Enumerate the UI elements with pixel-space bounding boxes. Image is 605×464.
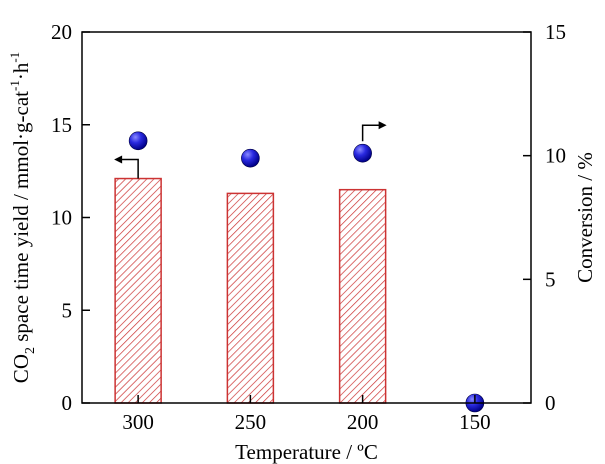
left-axis-title-part: space time yield / mmol·g-cat: [9, 91, 33, 347]
right-tick-label: 5: [545, 267, 556, 291]
arrowhead: [378, 121, 387, 130]
left-tick-label: 0: [62, 391, 73, 415]
left-tick-label: 10: [51, 206, 72, 230]
bar-250: [226, 192, 275, 404]
left-axis-title-superscript: -1: [7, 80, 22, 91]
x-tick-label: 150: [459, 410, 491, 434]
right-tick-label: 15: [545, 20, 566, 44]
bar-200: [338, 188, 387, 404]
bars-layer: [114, 177, 387, 404]
right-tick-label: 0: [545, 391, 556, 415]
point-300: [128, 131, 148, 151]
right-axis-arrow: [361, 121, 387, 142]
x-tick-label: 250: [235, 410, 267, 434]
left-axis-arrow: [114, 155, 139, 179]
arrows-layer: [114, 121, 387, 179]
point-200: [353, 143, 372, 163]
left-axis-title: CO2 space time yield / mmol·g-cat-1·h-1: [7, 52, 38, 383]
x-tick-label: 300: [122, 410, 154, 434]
left-axis-title-superscript: -1: [7, 52, 22, 63]
x-axis-title: Temperature / ºC: [235, 440, 378, 464]
left-tick-label: 15: [51, 113, 72, 137]
point-250: [241, 148, 260, 168]
right-axis-ticks: 0 5 10 15: [523, 20, 566, 415]
left-axis-title-part: CO: [9, 354, 33, 383]
left-tick-label: 20: [51, 20, 72, 44]
right-tick-label: 10: [545, 144, 566, 168]
right-axis-title: Conversion / %: [573, 152, 597, 283]
x-axis-ticks: 300 250 200 150: [122, 395, 491, 434]
arrowhead: [114, 155, 123, 164]
bar-300: [114, 177, 162, 404]
left-axis-ticks: 0 5 10 15 20: [51, 20, 90, 415]
left-axis-title-subscript: 2: [23, 347, 38, 354]
x-tick-label: 200: [347, 410, 379, 434]
arrow-line: [120, 158, 139, 179]
left-axis-title-part: ·h: [9, 62, 33, 80]
points-layer: [128, 131, 485, 413]
arrow-line: [361, 124, 381, 142]
left-tick-label: 5: [62, 298, 73, 322]
